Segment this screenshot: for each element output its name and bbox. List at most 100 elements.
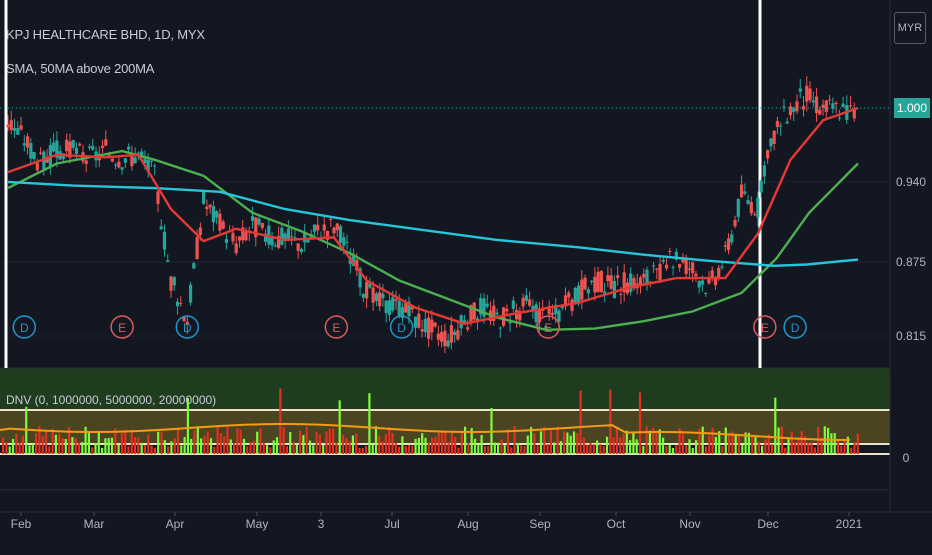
volume-bar [180, 445, 183, 454]
candle [188, 284, 193, 303]
candle [303, 232, 307, 243]
candle [848, 105, 853, 107]
volume-bar [668, 445, 671, 454]
time-tick-label: Mar [84, 517, 105, 531]
volume-bar [655, 430, 658, 454]
volume-bar [213, 446, 216, 454]
candle [792, 107, 796, 112]
volume-bar [751, 436, 754, 454]
volume-bar [761, 445, 764, 454]
candle [655, 268, 659, 270]
volume-bar [143, 444, 147, 454]
candle [335, 223, 339, 231]
volume-bar [457, 447, 460, 454]
candle [127, 146, 131, 150]
volume-bar [635, 439, 638, 454]
candle [684, 257, 688, 275]
candle [290, 236, 294, 238]
session-marker [4, 0, 8, 368]
candle [293, 237, 297, 239]
candle [205, 206, 209, 210]
volume-bar [68, 426, 71, 454]
volume-bar [219, 433, 222, 454]
volume-bar [681, 431, 684, 454]
volume-bar [292, 441, 295, 454]
candle [528, 299, 532, 306]
volume-bar [157, 431, 160, 454]
candle [736, 198, 740, 217]
candle [498, 327, 502, 329]
volume-bar [615, 427, 618, 454]
volume-bar [695, 440, 698, 454]
candle [22, 143, 26, 146]
candle [583, 277, 587, 290]
candle [322, 224, 326, 231]
candle [567, 292, 571, 298]
candle [218, 213, 222, 231]
volume-bar [104, 438, 107, 454]
candle [697, 281, 701, 288]
volume-bar [388, 427, 391, 454]
volume-bar [325, 431, 328, 454]
candle [169, 276, 173, 291]
candle [355, 259, 359, 271]
volume-bar [454, 437, 457, 454]
volume-bar [51, 428, 54, 454]
volume-bar [602, 445, 605, 454]
candle [713, 278, 718, 286]
volume-bar [671, 447, 675, 454]
time-tick-label: Jul [384, 517, 399, 531]
candle [831, 103, 835, 109]
candle [273, 245, 277, 247]
last-price-tag: 1.000 [894, 98, 930, 118]
candles [6, 76, 856, 354]
volume-bar [209, 438, 213, 454]
candle [537, 308, 542, 323]
volume-bar [2, 437, 5, 454]
candle [224, 239, 229, 243]
candle [589, 280, 594, 283]
candle [674, 251, 678, 260]
dividend-marker: D [175, 315, 200, 339]
volume-bar [440, 431, 444, 454]
currency-badge[interactable]: MYR [894, 12, 926, 44]
candle [413, 316, 418, 328]
volume-bar [127, 446, 130, 454]
volume-bar [803, 436, 807, 454]
candle [316, 224, 320, 231]
volume-bar [638, 392, 642, 454]
volume-bar [398, 446, 401, 454]
candle [198, 227, 202, 235]
volume-bar [176, 428, 180, 454]
candle [39, 152, 43, 154]
volume-bar [18, 442, 21, 454]
volume-bar [246, 446, 249, 454]
volume-bar [473, 438, 477, 454]
candle [726, 238, 731, 251]
candle [195, 237, 199, 260]
volume-bar [226, 426, 229, 454]
candle [417, 313, 421, 328]
volume-bar [11, 438, 15, 454]
candle [841, 103, 845, 107]
volume-bar [183, 437, 186, 454]
candle [671, 266, 675, 268]
volume-bar [345, 437, 348, 454]
candle [55, 140, 59, 158]
candle [91, 145, 95, 150]
volume-bar [421, 433, 424, 454]
candle [78, 143, 82, 146]
volume-bar [269, 447, 272, 454]
volume-bar [464, 426, 467, 454]
candle [547, 305, 551, 315]
candle [469, 305, 473, 322]
volume-bar [355, 433, 358, 454]
candle [687, 268, 691, 270]
candle [140, 151, 144, 156]
candle [827, 99, 832, 101]
candle [593, 276, 597, 293]
candle [146, 159, 150, 172]
volume-bar [569, 435, 572, 454]
